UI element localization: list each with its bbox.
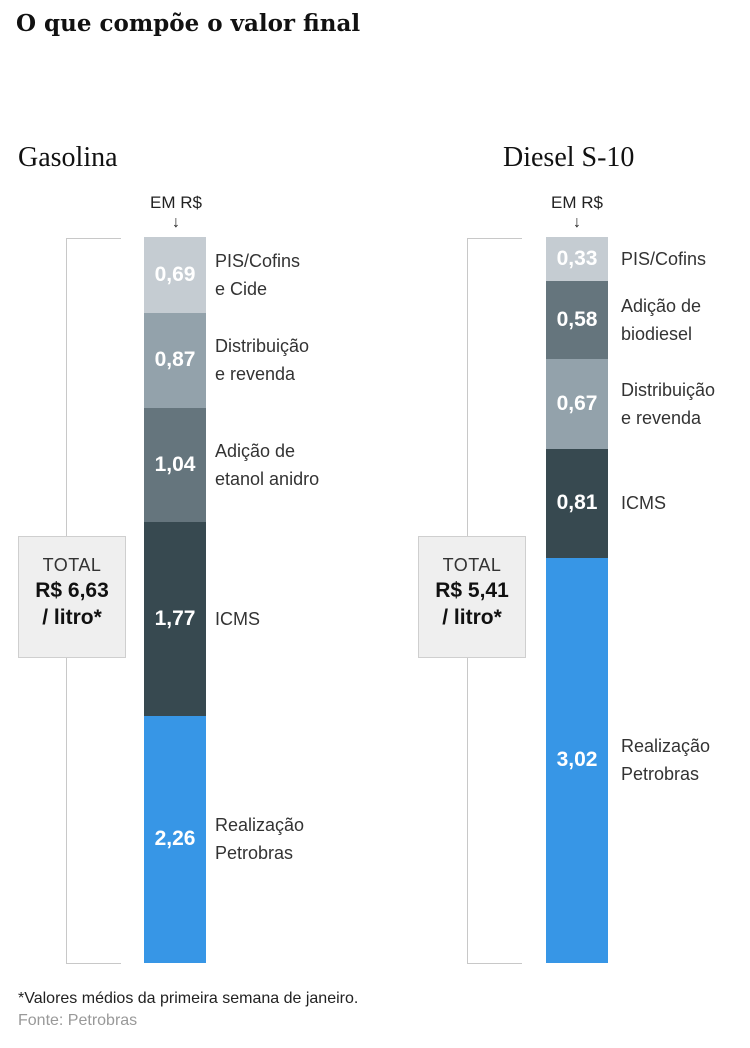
segment-value-label: 0,87 bbox=[154, 348, 196, 372]
total-unit: / litro* bbox=[442, 606, 502, 629]
total-box: TOTAL R$ 6,63 / litro* bbox=[18, 536, 126, 658]
footnote: *Valores médios da primeira semana de ja… bbox=[18, 990, 359, 1007]
segment-value-label: 0,81 bbox=[556, 491, 598, 515]
bar-segment: 0,81 bbox=[546, 449, 608, 558]
bar-segment: 0,58 bbox=[546, 281, 608, 360]
bar-segment: 0,69 bbox=[144, 237, 206, 313]
segment-category-label: PIS/Cofins bbox=[621, 249, 707, 270]
segment-category-label: PIS/Cofins e Cide bbox=[215, 250, 301, 299]
bar-segment: 3,02 bbox=[546, 557, 608, 963]
bar-segment: 1,04 bbox=[144, 407, 206, 522]
total-value: R$ 5,41 bbox=[435, 579, 509, 602]
segment-category-label: Realização Petrobras bbox=[215, 815, 305, 864]
segment-value-label: 1,77 bbox=[154, 606, 196, 630]
segment-category-label: ICMS bbox=[621, 493, 666, 514]
segment-value-label: 0,69 bbox=[154, 262, 196, 286]
total-value: R$ 6,63 bbox=[35, 579, 109, 602]
segment-value-label: 0,33 bbox=[556, 247, 598, 271]
source-note: Fonte: Petrobras bbox=[18, 1012, 138, 1029]
unit-label: EM R$ bbox=[551, 193, 603, 212]
chart-title: Diesel S-10 bbox=[503, 142, 635, 173]
segment-value-label: 0,67 bbox=[556, 392, 598, 416]
total-label: TOTAL bbox=[42, 555, 102, 575]
segment-value-label: 2,26 bbox=[154, 827, 196, 851]
segment-category-label: Distribuição e revenda bbox=[621, 380, 716, 429]
segment-category-label: Distribuição e revenda bbox=[215, 336, 310, 385]
segment-category-label: ICMS bbox=[215, 608, 260, 629]
bar-segment: 0,67 bbox=[546, 359, 608, 450]
down-arrow-icon: ↓ bbox=[573, 214, 581, 231]
segment-category-label: Realização Petrobras bbox=[621, 736, 711, 785]
page-title: O que compõe o valor final bbox=[16, 10, 361, 37]
chart-title: Gasolina bbox=[18, 142, 118, 173]
down-arrow-icon: ↓ bbox=[172, 214, 180, 231]
segment-value-label: 3,02 bbox=[556, 748, 598, 772]
bar-segment: 2,26 bbox=[144, 715, 206, 963]
segment-category-label: Adição de etanol anidro bbox=[215, 440, 320, 489]
bar-segment: 0,33 bbox=[546, 237, 608, 282]
bar-segment: 1,77 bbox=[144, 521, 206, 716]
total-unit: / litro* bbox=[42, 606, 102, 629]
segment-value-label: 0,58 bbox=[556, 308, 598, 332]
total-box: TOTAL R$ 5,41 / litro* bbox=[418, 536, 526, 658]
bar-segment: 0,87 bbox=[144, 312, 206, 408]
segment-value-label: 1,04 bbox=[154, 452, 196, 476]
segment-category-label: Adição de biodiesel bbox=[621, 296, 702, 345]
total-label: TOTAL bbox=[442, 555, 502, 575]
unit-label: EM R$ bbox=[150, 193, 202, 212]
